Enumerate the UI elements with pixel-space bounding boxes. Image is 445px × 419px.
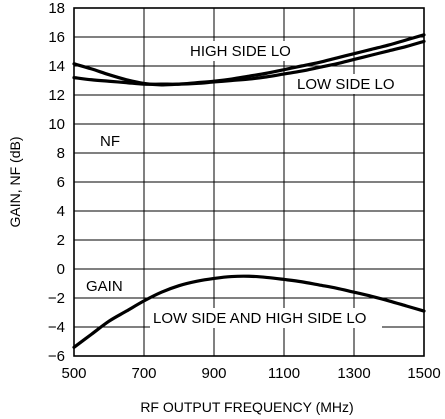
x-tick-label: 900 xyxy=(201,365,226,382)
y-tick-label: −4 xyxy=(48,319,65,336)
annotation-low-side-lo: LOW SIDE LO xyxy=(297,76,395,93)
annotation-bg xyxy=(84,276,130,296)
y-tick-label: 14 xyxy=(48,58,65,75)
x-tick-labels: 500 700 900 1100 1300 1500 xyxy=(61,365,440,382)
annotation-gain: GAIN xyxy=(86,278,123,295)
y-tick-label: 18 xyxy=(48,0,65,17)
plot-frame xyxy=(73,7,425,357)
y-tick-label: 2 xyxy=(57,232,65,249)
gain-curve-2 xyxy=(72,274,426,349)
nf-curve-1 xyxy=(72,39,426,86)
x-tick-label: 1100 xyxy=(268,365,300,382)
y-tick-label: 16 xyxy=(48,29,65,46)
y-tick-label: 10 xyxy=(48,116,65,133)
nf-curve-0 xyxy=(72,33,426,87)
annotations: HIGH SIDE LO LOW SIDE LO NF GAIN LOW SID… xyxy=(84,41,404,328)
x-tick-label: 700 xyxy=(131,365,156,382)
y-tick-label: 6 xyxy=(57,174,65,191)
annotation-nf: NF xyxy=(100,133,120,150)
annotation-bg xyxy=(150,308,382,328)
annotation-bg xyxy=(98,131,124,151)
x-axis-title: RF OUTPUT FREQUENCY (MHz) xyxy=(140,399,353,415)
y-tick-label: 4 xyxy=(57,203,65,220)
x-tick-label: 1500 xyxy=(407,365,440,382)
y-tick-label: −2 xyxy=(48,290,65,307)
x-tick-label: 1300 xyxy=(337,365,370,382)
annotation-low-and-high-side-lo: LOW SIDE AND HIGH SIDE LO xyxy=(153,310,366,327)
y-tick-label: 12 xyxy=(48,87,65,104)
curves xyxy=(72,33,426,349)
annotation-bg xyxy=(294,74,404,94)
y-axis-title: GAIN, NF (dB) xyxy=(7,136,23,227)
y-tick-labels: −6 −4 −2 0 2 4 6 8 10 12 14 16 18 xyxy=(48,0,65,365)
x-tick-label: 500 xyxy=(61,365,86,382)
annotation-bg xyxy=(186,41,310,61)
annotation-high-side-lo: HIGH SIDE LO xyxy=(190,43,291,60)
y-tick-label: 8 xyxy=(57,145,65,162)
y-tick-label: −6 xyxy=(48,348,65,365)
y-tick-label: 0 xyxy=(57,261,65,278)
